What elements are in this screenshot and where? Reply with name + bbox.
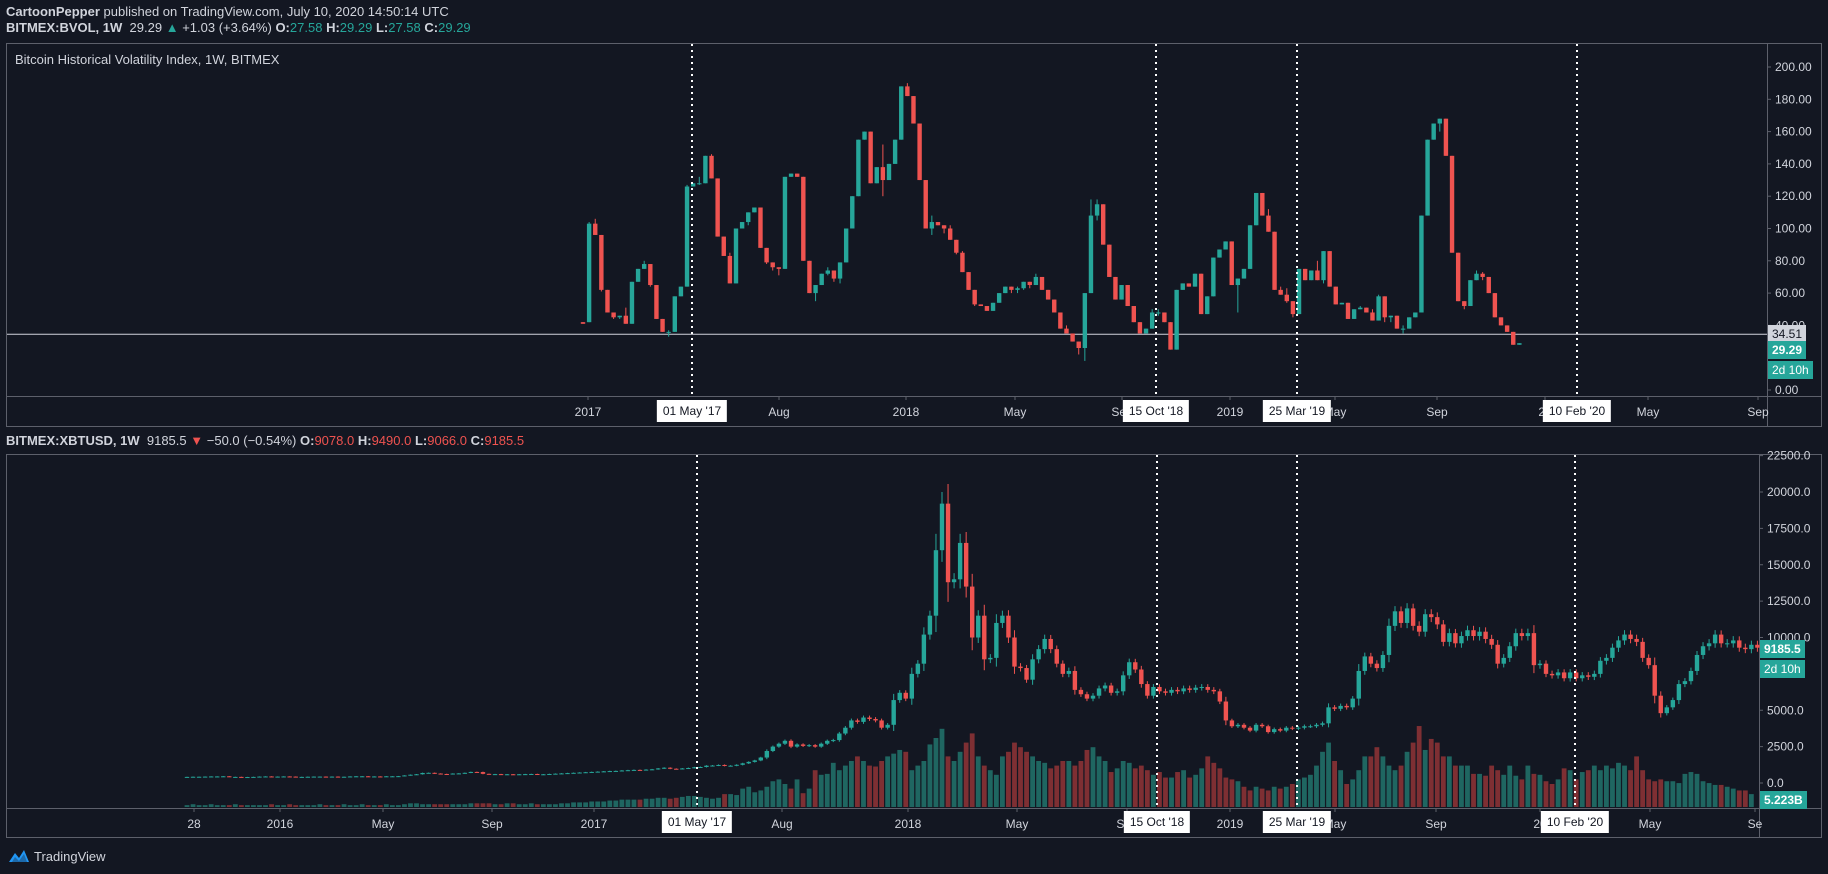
bottom-high-label: H: — [357, 433, 372, 448]
bvol-price-axis-divider — [1767, 43, 1768, 427]
xbtusd-marker-date-label: 25 Mar '19 — [1262, 811, 1332, 833]
xbtusd-marker-date-label: 15 Oct '18 — [1123, 811, 1191, 833]
footer-brand: TradingView — [34, 848, 106, 864]
bottom-last-price: 9185.5 — [146, 433, 187, 448]
bvol-price-tick: 200.00 — [1775, 60, 1812, 74]
top-low-value: 27.58 — [388, 20, 421, 35]
top-close-label: C: — [424, 20, 439, 35]
bottom-change: −50.0 (−0.54%) — [206, 433, 297, 448]
bvol-time-tick: Sep — [1426, 405, 1448, 419]
publish-header: CartoonPepper published on TradingView.c… — [6, 4, 449, 19]
xbtusd-price-tick: 15000.0 — [1767, 558, 1811, 572]
bvol-price-tick: 80.00 — [1775, 254, 1805, 268]
bvol-marker-date-label: 25 Mar '19 — [1262, 400, 1332, 422]
xbtusd-chart-panel[interactable] — [6, 454, 1822, 838]
top-open-value: 27.58 — [289, 20, 323, 35]
bottom-high-value: 9490.0 — [371, 433, 412, 448]
xbtusd-time-tick: 2016 — [266, 817, 294, 831]
bvol-price-tick: 100.00 — [1775, 222, 1812, 236]
bvol-chart-title: Bitcoin Historical Volatility Index, 1W,… — [15, 52, 280, 67]
xbtusd-time-tick: May — [1638, 817, 1662, 831]
bvol-price-tick: 140.00 — [1775, 157, 1812, 171]
xbtusd-candles — [184, 483, 1772, 779]
xbtusd-time-tick: Sep — [481, 817, 503, 831]
xbtusd-time-tick: Aug — [771, 817, 793, 831]
bvol-price-tick: 60.00 — [1775, 286, 1805, 300]
triangle-up-icon: ▲ — [165, 20, 179, 35]
top-high-label: H: — [326, 20, 340, 35]
xbtusd-time-tick: Se — [1747, 817, 1763, 831]
xbtusd-volume-tag: 5.223B — [1760, 791, 1807, 809]
xbtusd-time-tick: Sep — [1425, 817, 1447, 831]
xbtusd-price-tick: 12500.0 — [1767, 594, 1811, 608]
publish-info: published on TradingView.com, July 10, 2… — [103, 4, 449, 19]
top-change: +1.03 (+3.64%) — [182, 20, 272, 35]
xbtusd-price-tick: 17500.0 — [1767, 521, 1811, 535]
xbtusd-marker-date-label: 01 May '17 — [661, 811, 733, 833]
xbtusd-time-tick: 2019 — [1216, 817, 1244, 831]
xbtusd-last-price-tag: 9185.5 — [1760, 640, 1805, 659]
bottom-open-label: O: — [300, 433, 315, 448]
xbtusd-price-tick: 5000.0 — [1767, 703, 1804, 717]
top-high-value: 29.29 — [339, 20, 373, 35]
bvol-chart-panel[interactable] — [6, 43, 1822, 427]
bvol-marker-date-label: 01 May '17 — [656, 400, 728, 422]
xbtusd-marker-date-label: 10 Feb '20 — [1540, 811, 1610, 833]
xbtusd-volume-bars — [184, 726, 1754, 807]
bvol-time-tick: 2019 — [1216, 405, 1244, 419]
bvol-time-axis-line — [6, 396, 1822, 397]
bvol-candles — [580, 83, 1522, 361]
xbtusd-time-tick: 28 — [187, 817, 201, 831]
bvol-marker-date-label: 15 Oct '18 — [1122, 400, 1190, 422]
top-legend: BITMEX:BVOL, 1W 29.29 ▲ +1.03 (+3.64%) O… — [6, 20, 471, 35]
xbtusd-price-tick: 2500.0 — [1767, 740, 1804, 754]
horizontal-line-price-tag: 34.51 — [1768, 325, 1807, 344]
bvol-time-tick: Aug — [768, 405, 790, 419]
bvol-time-tick: May — [1003, 405, 1027, 419]
tradingview-footer[interactable]: TradingView — [8, 848, 106, 864]
bvol-time-tick: May — [1636, 405, 1660, 419]
bottom-low-value: 9066.0 — [427, 433, 467, 448]
bottom-open-value: 9078.0 — [314, 433, 355, 448]
bvol-price-tick: 0.00 — [1775, 383, 1799, 397]
bvol-marker-date-label: 10 Feb '20 — [1542, 400, 1612, 422]
top-last-price: 29.29 — [129, 20, 163, 35]
xbtusd-time-tick: May — [371, 817, 395, 831]
bvol-time-tick: 2017 — [574, 405, 602, 419]
xbtusd-countdown-tag: 2d 10h — [1760, 660, 1805, 679]
top-close-value: 29.29 — [438, 20, 471, 35]
top-open-label: O: — [275, 20, 290, 35]
triangle-down-icon: ▼ — [190, 433, 204, 448]
bvol-time-tick: Sep — [1747, 405, 1769, 419]
bottom-close-label: C: — [470, 433, 485, 448]
bvol-last-price-tag: 29.29 — [1768, 340, 1807, 359]
xbtusd-price-tick: 20000.0 — [1767, 485, 1811, 499]
bottom-legend: BITMEX:XBTUSD, 1W 9185.5 ▼ −50.0 (−0.54%… — [6, 433, 524, 448]
xbtusd-time-axis-line — [6, 808, 1822, 809]
xbtusd-price-tick: 22500.0 — [1767, 449, 1811, 463]
bvol-price-tick: 120.00 — [1775, 189, 1812, 203]
bvol-time-tick: 2018 — [892, 405, 920, 419]
tradingview-logo-icon — [9, 850, 29, 862]
top-symbol[interactable]: BITMEX:BVOL, 1W — [6, 20, 123, 35]
xbtusd-time-tick: 2017 — [580, 817, 608, 831]
xbtusd-price-tick: 0.0 — [1767, 776, 1784, 790]
author-name[interactable]: CartoonPepper — [6, 4, 100, 19]
bvol-countdown-tag: 2d 10h — [1768, 360, 1813, 379]
bottom-low-label: L: — [414, 433, 428, 448]
bvol-price-tick: 180.00 — [1775, 92, 1812, 106]
xbtusd-time-tick: May — [1005, 817, 1029, 831]
top-low-label: L: — [375, 20, 389, 35]
xbtusd-time-tick: 2018 — [894, 817, 922, 831]
bvol-price-tick: 160.00 — [1775, 125, 1812, 139]
bottom-symbol[interactable]: BITMEX:XBTUSD, 1W — [6, 433, 140, 448]
bottom-close-value: 9185.5 — [484, 433, 525, 448]
